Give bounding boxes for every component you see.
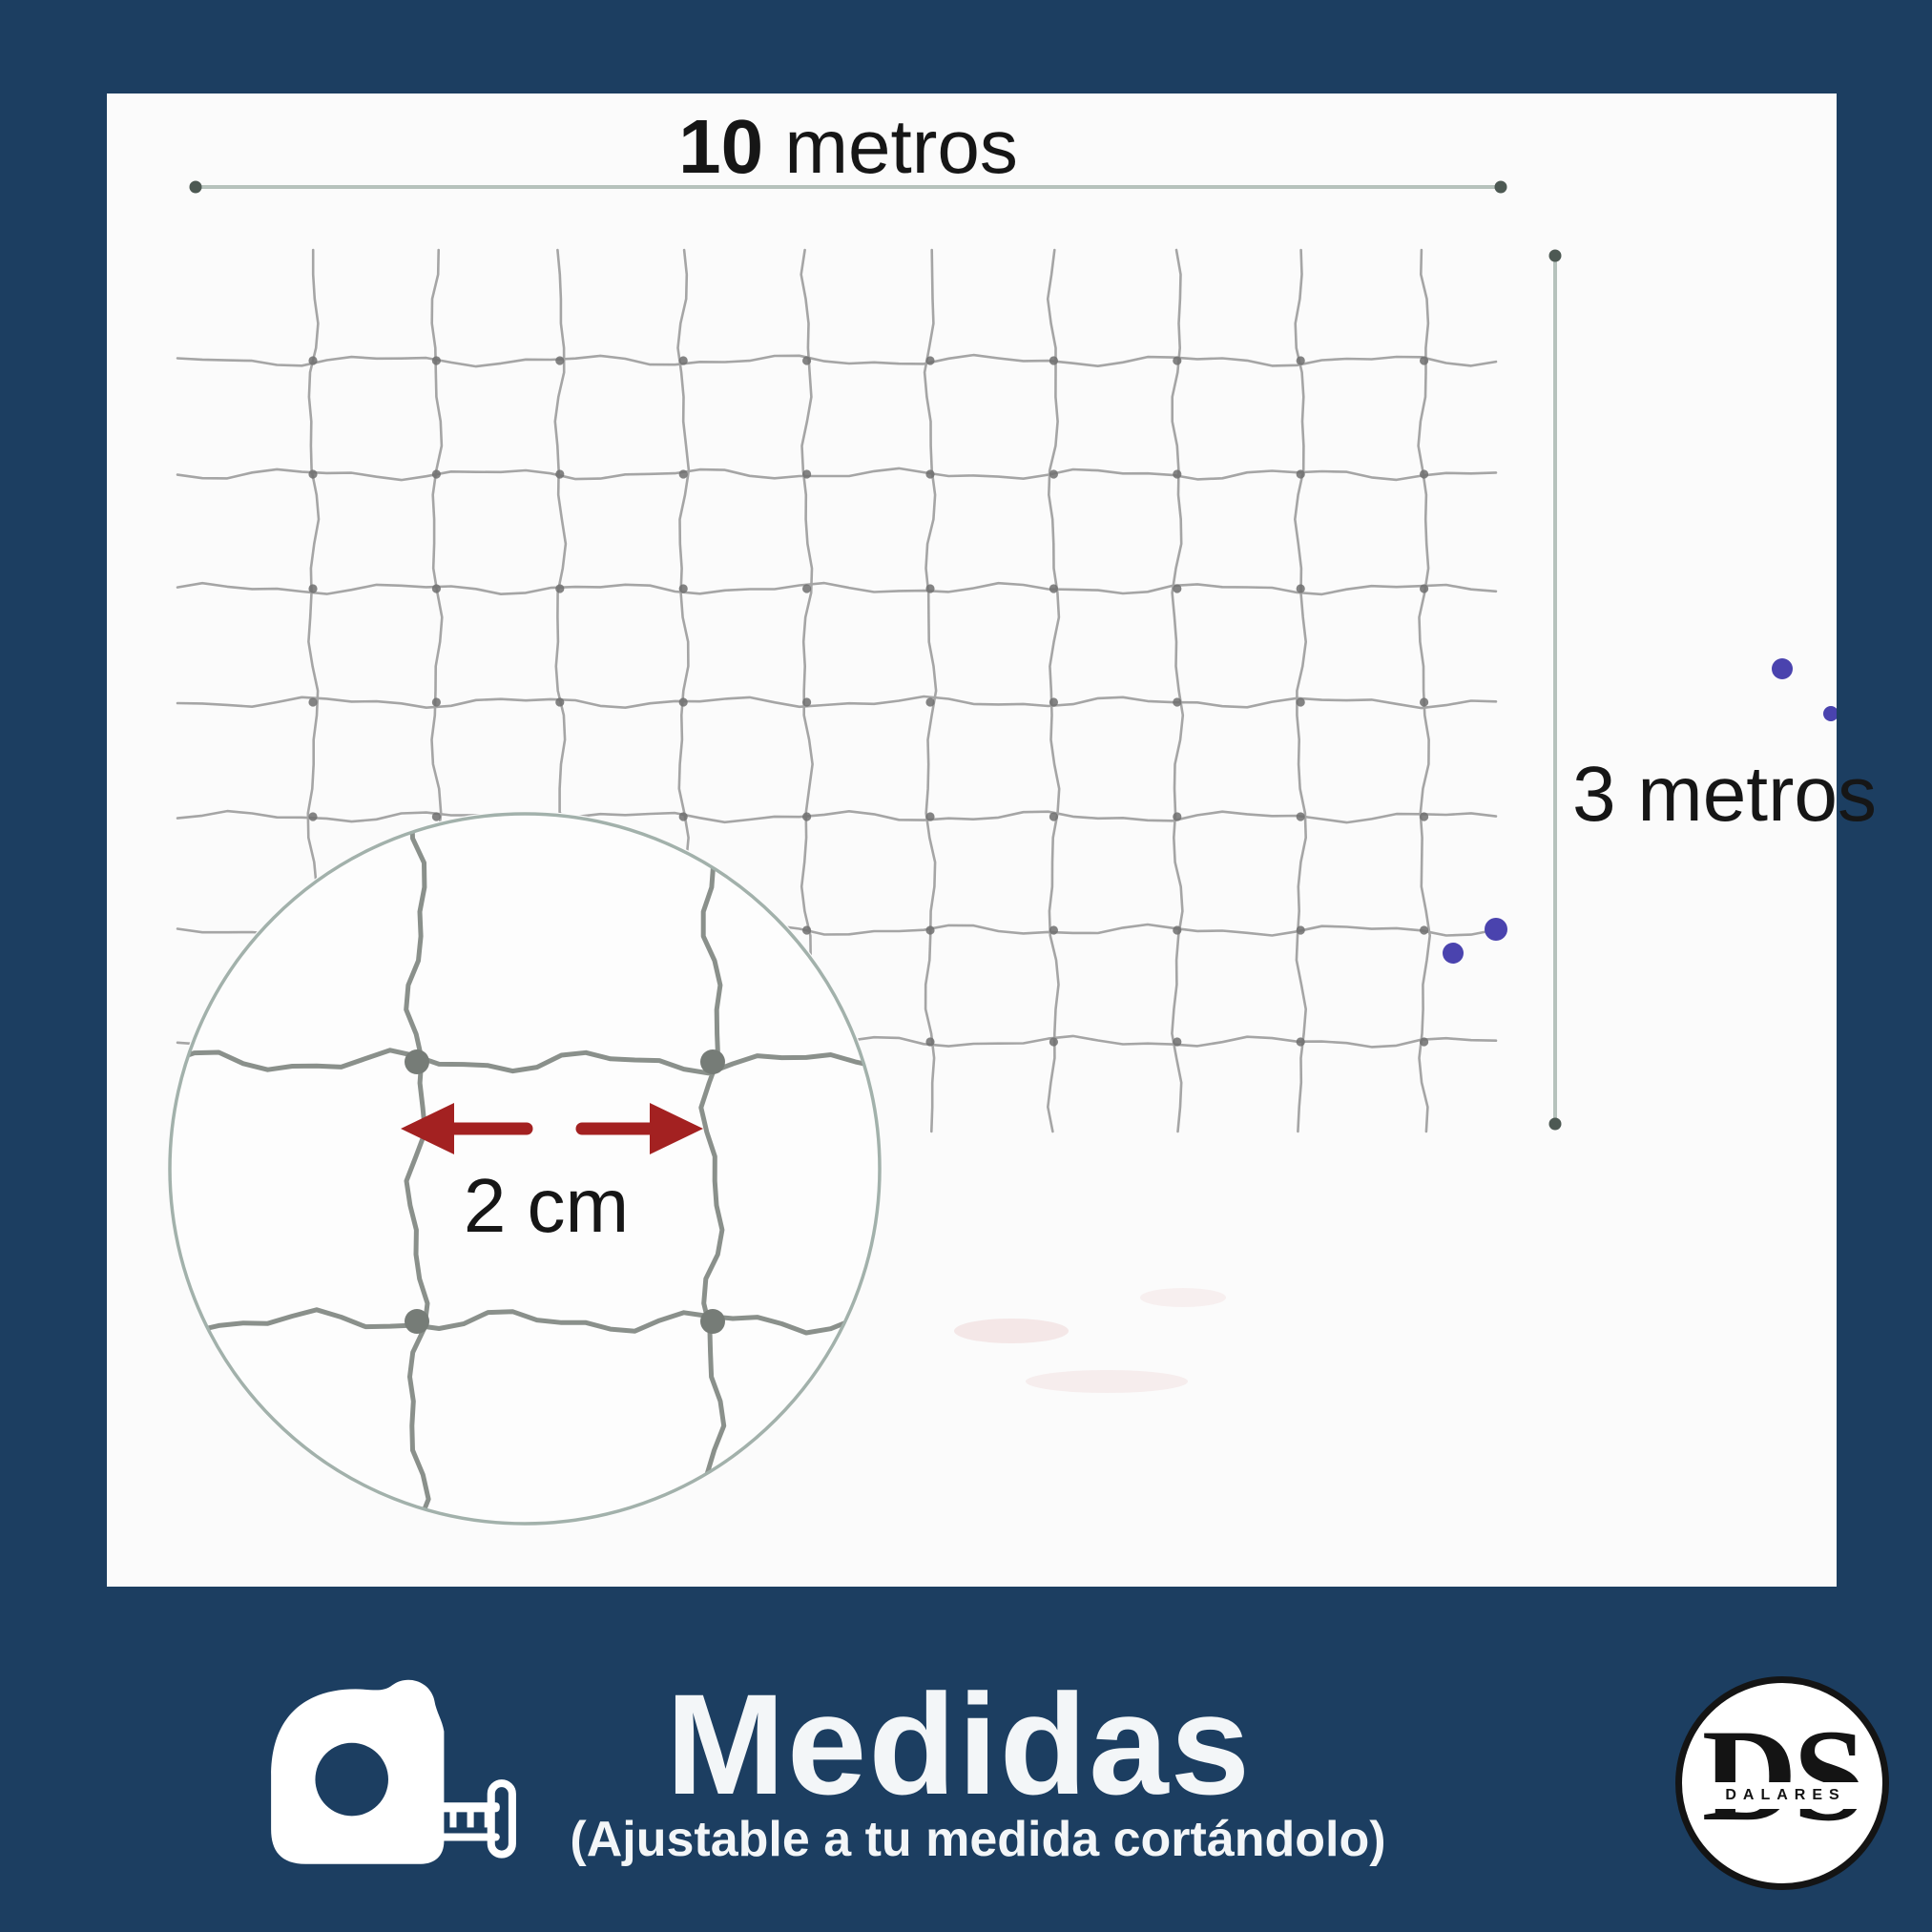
tape-measure-shape bbox=[271, 1679, 516, 1864]
magnifier-circle bbox=[168, 812, 882, 1526]
width-unit: metros bbox=[763, 104, 1018, 189]
width-dimension-label: 10 metros bbox=[196, 103, 1501, 191]
height-dimension-label: 3 metros bbox=[1572, 751, 1877, 838]
width-value: 10 bbox=[678, 104, 764, 189]
mesh-size-label: 2 cm bbox=[463, 1163, 630, 1248]
net-knots bbox=[308, 356, 1429, 1047]
panel-smudges bbox=[954, 1288, 1226, 1393]
stray-dots bbox=[1443, 658, 1837, 964]
logo-brand-strip: DALARES bbox=[1699, 1782, 1865, 1809]
tape-measure-icon bbox=[271, 1679, 516, 1864]
logo-initials: DS bbox=[1701, 1702, 1866, 1848]
dimension-lines bbox=[189, 180, 1562, 1131]
logo-brand-text: DALARES bbox=[1725, 1787, 1846, 1803]
section-subtitle: (Ajustable a tu medida cortándolo) bbox=[570, 1812, 1386, 1867]
section-title: Medidas bbox=[665, 1664, 1253, 1824]
mesh-size-arrows bbox=[401, 1103, 703, 1154]
brand-logo: DS DALARES bbox=[1675, 1676, 1889, 1890]
